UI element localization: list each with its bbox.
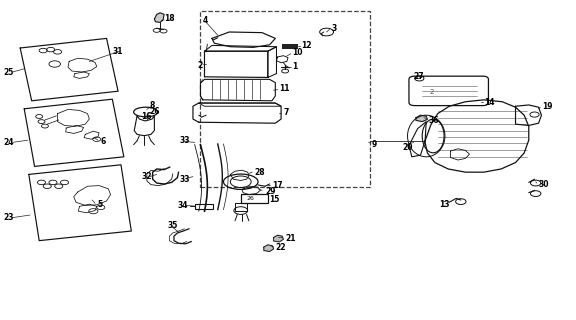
Text: 18: 18 [164,14,175,23]
Text: 2: 2 [197,61,202,70]
Text: 30: 30 [539,180,549,188]
Text: 26: 26 [247,196,255,201]
Text: 33: 33 [180,175,190,184]
Text: 19: 19 [543,102,553,111]
Text: 4: 4 [203,16,208,25]
Text: 6: 6 [101,137,106,146]
Text: 8: 8 [150,101,155,110]
Text: 2: 2 [429,89,434,95]
Text: 15: 15 [270,195,280,204]
Text: 10: 10 [293,48,303,57]
Text: 24: 24 [3,138,13,147]
Text: 13: 13 [439,200,449,209]
Text: 34: 34 [177,201,188,210]
Bar [241,194,268,203]
Text: 1: 1 [293,62,298,71]
Bar [282,44,298,49]
Bar [195,204,213,209]
Text: 36: 36 [429,116,439,124]
Text: 12: 12 [301,41,311,50]
Text: 26: 26 [150,107,160,116]
Text: 23: 23 [3,213,13,222]
Polygon shape [264,245,274,252]
Text: 16: 16 [141,112,151,121]
Text: 5: 5 [98,200,103,209]
Text: 33: 33 [180,136,190,145]
Polygon shape [154,13,164,22]
Text: 27: 27 [414,72,424,81]
Text: 31: 31 [112,47,123,56]
Text: 11: 11 [279,84,290,93]
Text: 32: 32 [141,172,151,181]
Text: 17: 17 [272,181,282,190]
Polygon shape [416,115,427,122]
Text: 22: 22 [275,244,286,252]
Text: 25: 25 [3,68,13,76]
Text: 7: 7 [283,108,289,117]
Text: 20: 20 [402,143,412,152]
Polygon shape [274,235,283,242]
Text: 3: 3 [331,24,336,33]
Text: 29: 29 [265,187,275,196]
Text: 21: 21 [285,234,295,243]
Text: 14: 14 [484,98,494,107]
Text: 28: 28 [255,168,265,177]
Text: 9: 9 [372,140,377,149]
Text: 35: 35 [167,221,177,230]
